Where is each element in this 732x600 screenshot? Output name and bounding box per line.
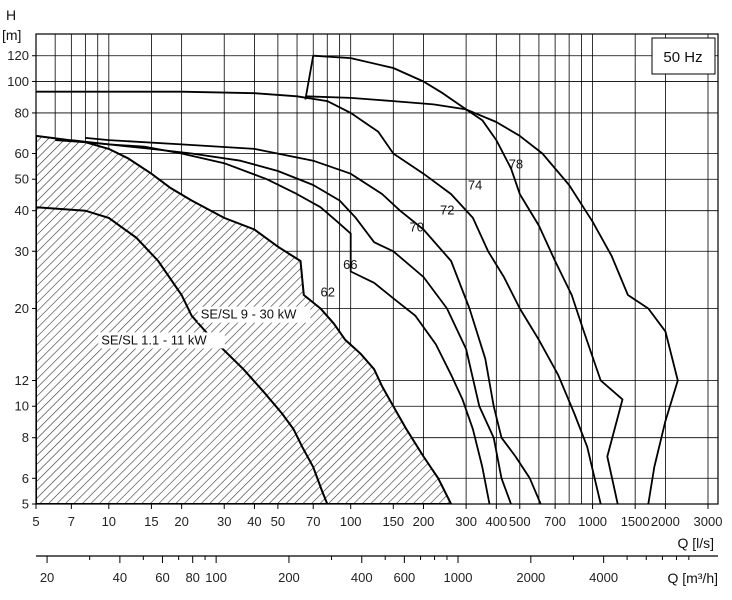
y-axis-title: H	[6, 7, 16, 23]
x2-tick-label: 20	[40, 570, 54, 585]
x2-tick-label: 1000	[444, 570, 473, 585]
x2-tick-label: 100	[205, 570, 227, 585]
y-tick-label: 30	[15, 244, 29, 259]
y-tick-label: 120	[7, 48, 29, 63]
curve-label-66: 66	[343, 257, 357, 272]
y-tick-label: 50	[15, 172, 29, 187]
x2-tick-label: 60	[155, 570, 169, 585]
x-tick-label: 1000	[578, 514, 607, 529]
y-tick-label: 5	[22, 497, 29, 512]
y-tick-label: 20	[15, 301, 29, 316]
x2-tick-label: 40	[113, 570, 127, 585]
secondary-x-axis: 20 40 60 80 100 200 400 600 1000 2000 4000	[36, 555, 718, 585]
y-tick-label: 80	[15, 105, 29, 120]
x-tick-label: 150	[382, 514, 404, 529]
region-se-sl-1-1-11-kw	[36, 206, 329, 504]
x-tick-label: 5	[32, 514, 39, 529]
x-tick-label: 7	[68, 514, 75, 529]
x-tick-label: 30	[217, 514, 231, 529]
x-tick-label: 400	[485, 514, 507, 529]
curve-72	[36, 90, 602, 504]
y-tick-label: 10	[15, 399, 29, 414]
y-tick-label: 12	[15, 373, 29, 388]
x-tick-label: 100	[340, 514, 362, 529]
x-tick-label: 500	[509, 514, 531, 529]
y-axis-ticks: 5 6 8 10 12 20 30 40 50 60 80 100 120	[7, 48, 36, 512]
y-tick-label: 60	[15, 146, 29, 161]
curve-78	[305, 95, 679, 504]
region-label-bg	[98, 332, 225, 349]
plot-frame	[35, 33, 719, 505]
frequency-box: 50 Hz	[651, 37, 716, 75]
x-tick-label: 40	[247, 514, 261, 529]
x-tick-label: 1500	[621, 514, 650, 529]
x-tick-label: 70	[306, 514, 320, 529]
region-label-1: SE/SL 9 - 30 kW	[201, 307, 297, 322]
x2-tick-label: 600	[394, 570, 416, 585]
x-tick-label: 2000	[651, 514, 680, 529]
frequency-label: 50 Hz	[663, 49, 702, 66]
x-tick-label: 20	[174, 514, 188, 529]
y-tick-label: 6	[22, 471, 29, 486]
x-tick-label: 15	[144, 514, 158, 529]
curve-label-78: 78	[509, 156, 523, 171]
curve-66	[71, 139, 512, 504]
x-tick-label: 700	[544, 514, 566, 529]
x-tick-label: 200	[413, 514, 435, 529]
x2-tick-label: 2000	[516, 570, 545, 585]
x-axis-title: Q [l/s]	[677, 535, 714, 551]
curve-label-74: 74	[468, 177, 482, 192]
y-tick-label: 100	[7, 74, 29, 89]
y-axis-unit: [m]	[2, 27, 21, 43]
region-label-bg	[197, 306, 311, 323]
curve-70	[85, 137, 542, 504]
curve-74	[304, 54, 624, 504]
x-tick-label: 50	[271, 514, 285, 529]
x-tick-label: 3000	[694, 514, 723, 529]
performance-curves	[36, 54, 679, 504]
curve-label-70: 70	[409, 220, 423, 235]
x-axis-ticks: 5 7 10 15 20 30 40 50 70 100 150 200 300 400 500 700 100…	[32, 504, 722, 529]
x2-tick-label: 400	[351, 570, 373, 585]
curve-label-72: 72	[440, 202, 454, 217]
y-tick-label: 40	[15, 203, 29, 218]
x2-tick-label: 4000	[589, 570, 618, 585]
x2-tick-label: 200	[278, 570, 300, 585]
x2-tick-label: 80	[185, 570, 199, 585]
region-label-0: SE/SL 1.1 - 11 kW	[101, 332, 207, 347]
curve-label-62: 62	[320, 284, 334, 299]
x-tick-label: 300	[455, 514, 477, 529]
x2-axis-title: Q [m³/h]	[667, 570, 718, 586]
x-tick-label: 10	[102, 514, 116, 529]
curve-labels: 62 66 70 72 74 78 SE/SL 1.1 - 11 kW SE/SL 9 - 3…	[98, 156, 523, 349]
y-tick-label: 8	[22, 430, 29, 445]
